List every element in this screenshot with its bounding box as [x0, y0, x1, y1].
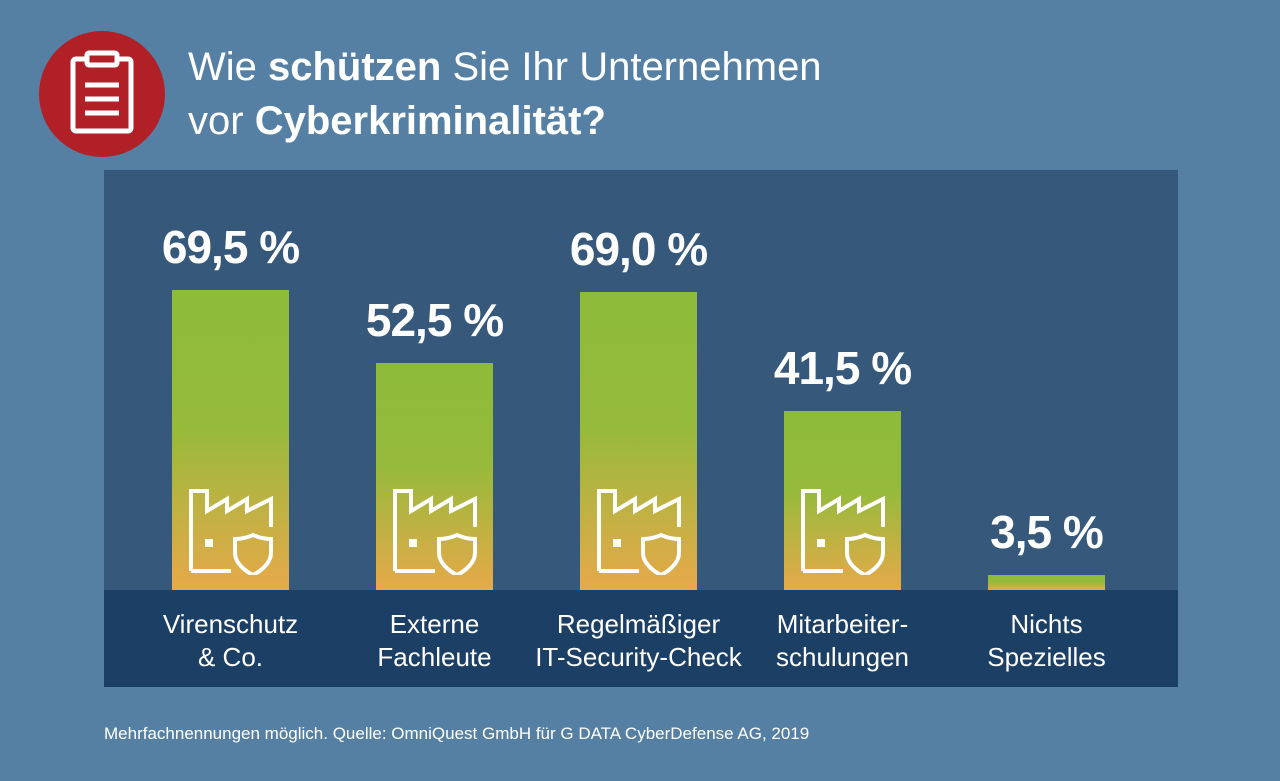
category-label-1: Virenschutz & Co. — [121, 608, 341, 674]
title-line1-bold: schützen — [268, 45, 442, 89]
page-title: Wie schützen Sie Ihr Unternehmen vor Cyb… — [188, 40, 822, 148]
clipboard-icon — [70, 50, 134, 134]
value-label-4: 41,5 % — [773, 342, 912, 394]
title-line1-pre: Wie — [188, 45, 268, 89]
category-label-line: Mitarbeiter- — [776, 609, 909, 639]
value-label-2: 52,5 % — [365, 294, 504, 346]
bar-4 — [784, 411, 901, 590]
bar-2 — [376, 363, 493, 590]
category-label-line: Fachleute — [377, 642, 492, 672]
category-label-line: Externe — [389, 609, 480, 639]
source-note: Mehrfachnennungen möglich. Quelle: OmniQ… — [104, 724, 810, 743]
category-label-line: schulungen — [776, 642, 909, 672]
title-line2-pre: vor — [188, 99, 255, 143]
bar-1 — [172, 290, 289, 590]
factory-shield-icon — [595, 487, 683, 580]
category-label-5: Nichts Spezielles — [937, 608, 1157, 674]
value-label-1: 69,5 % — [161, 221, 300, 273]
category-label-2: Externe Fachleute — [325, 608, 545, 674]
value-label-3: 69,0 % — [569, 223, 708, 275]
category-label-line: Virenschutz — [162, 609, 299, 639]
category-label-line: IT-Security-Check — [535, 642, 742, 672]
category-label-band — [104, 590, 1178, 687]
factory-shield-icon — [187, 487, 275, 580]
clipboard-badge — [39, 31, 165, 157]
title-line2-bold: Cyberkriminalität? — [254, 99, 606, 143]
category-label-line: Spezielles — [987, 642, 1106, 672]
factory-shield-icon — [799, 487, 887, 580]
bar-3 — [580, 292, 697, 590]
title-line1-post: Sie Ihr Unternehmen — [441, 45, 822, 89]
category-label-line: Nichts — [1010, 609, 1083, 639]
category-label-line: Regelmäßiger — [556, 609, 721, 639]
factory-shield-icon — [391, 487, 479, 580]
category-label-4: Mitarbeiter-schulungen — [733, 608, 953, 674]
category-label-3: Regelmäßiger IT-Security-Check — [529, 608, 749, 674]
bar-5 — [988, 575, 1105, 590]
chart-panel: 69,5 % Virenschutz & Co. 52,5 % Externe Fachl… — [104, 170, 1178, 687]
value-label-5: 3,5 % — [990, 506, 1104, 558]
category-label-line: & Co. — [197, 642, 264, 672]
